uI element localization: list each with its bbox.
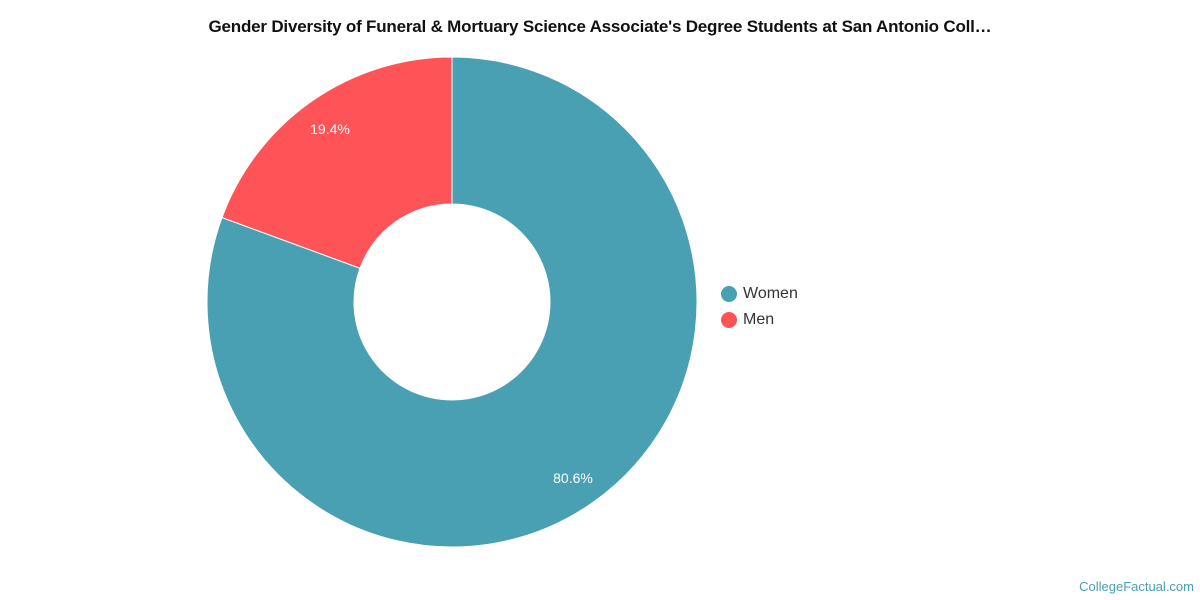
slice-women[interactable] [206,56,698,548]
legend-swatch-women [721,286,737,302]
slice-label-men: 19.4% [310,121,350,137]
chart-title: Gender Diversity of Funeral & Mortuary S… [208,17,992,36]
credit-link[interactable]: CollegeFactual.com [1079,579,1194,594]
legend-label-women: Women [743,285,798,302]
legend-label-men: Men [743,311,775,328]
legend: Women Men [721,281,798,333]
legend-swatch-men [721,312,737,328]
legend-item-women[interactable]: Women [721,281,798,307]
legend-item-men[interactable]: Men [721,307,798,333]
slice-label-women: 80.6% [553,470,593,486]
slice-men[interactable] [221,56,453,269]
